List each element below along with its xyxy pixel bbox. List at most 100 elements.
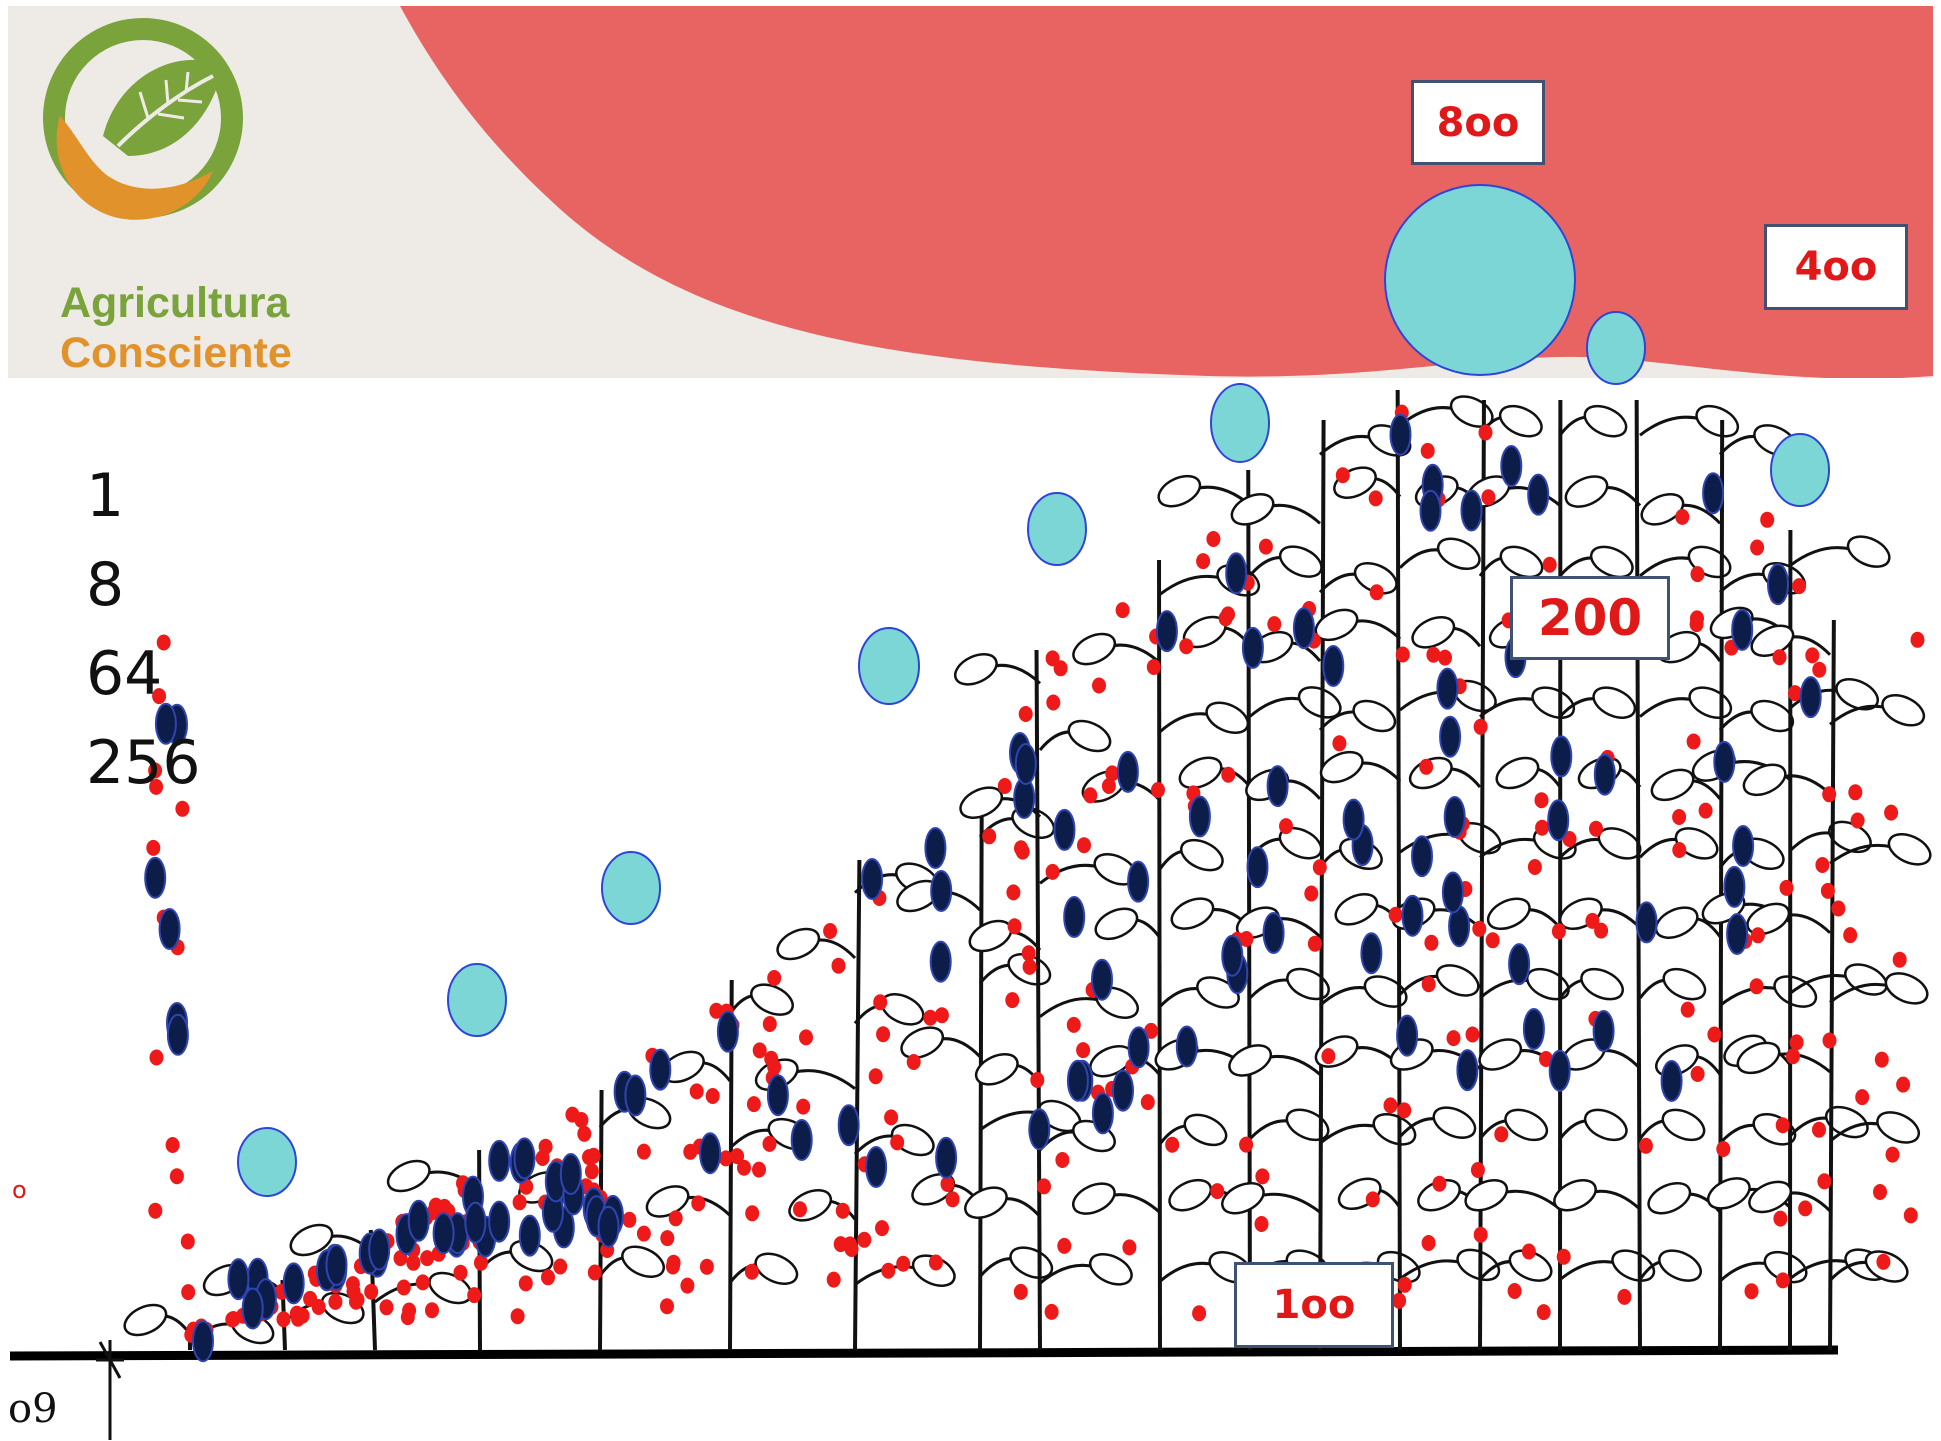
plant-leaf — [621, 1245, 665, 1278]
navy-pod — [144, 856, 167, 899]
navy-pod — [865, 1146, 888, 1188]
value-box-400: 4oo — [1764, 224, 1908, 310]
red-dot — [1485, 932, 1500, 949]
red-dot — [1307, 935, 1322, 952]
red-dot — [535, 1150, 550, 1166]
plant-leaf — [1531, 686, 1576, 719]
plant-leaf — [1464, 1179, 1509, 1212]
red-dot — [1672, 809, 1687, 825]
red-dot — [1055, 1152, 1070, 1168]
plant-leaf — [289, 1223, 334, 1257]
red-dot — [396, 1279, 411, 1296]
red-dot — [1689, 616, 1704, 633]
red-dot — [875, 1220, 889, 1237]
red-dot — [584, 1163, 599, 1180]
navy-pod — [1635, 901, 1658, 944]
red-dot — [1789, 1034, 1804, 1051]
plant-leaf — [123, 1303, 168, 1337]
navy-pod — [1266, 765, 1289, 808]
plant-leaf — [1286, 967, 1330, 1001]
red-dot — [1473, 1226, 1488, 1243]
red-dot — [1115, 602, 1130, 619]
red-dot — [1420, 442, 1435, 459]
navy-pod — [935, 1136, 958, 1179]
red-dot — [1686, 733, 1701, 750]
red-dot — [148, 1202, 163, 1219]
red-dot — [718, 1150, 733, 1167]
plant-leaf — [1695, 404, 1740, 438]
red-dot — [1779, 879, 1794, 896]
navy-pod — [1419, 489, 1442, 532]
red-dot — [1535, 819, 1550, 836]
red-dot — [833, 1236, 848, 1253]
red-dot — [1395, 646, 1410, 663]
plant-leaf — [959, 786, 1004, 819]
plant-leaf — [1647, 1181, 1692, 1215]
red-dot — [660, 1230, 675, 1247]
red-dot — [180, 1233, 195, 1250]
plant-leaf — [1179, 838, 1224, 872]
navy-pod — [1292, 607, 1315, 650]
red-dot — [680, 1277, 695, 1294]
red-dot — [565, 1106, 580, 1123]
navy-pod — [1527, 473, 1550, 516]
red-dot — [1507, 1283, 1522, 1299]
red-dot — [762, 1135, 777, 1152]
red-dot — [884, 1109, 899, 1126]
red-dot — [1258, 538, 1273, 555]
red-dot — [1140, 1094, 1155, 1111]
sequence-item: 1 — [86, 461, 125, 531]
red-dot — [709, 1002, 724, 1019]
red-dot — [1369, 584, 1384, 601]
red-dot — [1076, 1042, 1091, 1059]
red-dot — [1101, 778, 1116, 794]
red-dot — [752, 1161, 766, 1178]
navy-pod — [1767, 563, 1789, 606]
red-dot — [1896, 1076, 1911, 1093]
red-dot — [1772, 649, 1787, 666]
red-dot — [1675, 508, 1690, 525]
red-dot — [1092, 677, 1106, 694]
navy-pod — [1660, 1060, 1683, 1102]
red-dot — [1122, 1239, 1137, 1256]
value-box-200: 200 — [1510, 576, 1670, 660]
red-dot — [510, 1308, 525, 1325]
plant-leaf — [1589, 545, 1634, 579]
navy-pod — [1112, 1069, 1134, 1112]
red-dot — [1876, 1253, 1891, 1270]
red-dot — [636, 1143, 651, 1160]
red-dot — [148, 762, 163, 779]
red-dot — [1494, 1126, 1509, 1143]
red-dot — [1365, 1191, 1380, 1208]
navy-pod — [1188, 795, 1211, 838]
red-dot — [149, 778, 164, 795]
navy-pod — [1396, 1014, 1419, 1057]
red-dot — [1210, 1183, 1225, 1200]
navy-pod — [1116, 750, 1139, 793]
red-dot — [1421, 976, 1436, 993]
plant-leaf — [1486, 897, 1531, 931]
navy-pod — [1547, 799, 1570, 842]
navy-pod — [488, 1139, 511, 1182]
navy-pod — [1500, 445, 1523, 487]
red-dot — [1812, 661, 1827, 678]
red-dot — [689, 1083, 704, 1100]
cyan-circle — [1210, 383, 1270, 463]
red-dot — [420, 1250, 435, 1267]
plant-stem — [1318, 419, 1326, 1351]
navy-pod — [1066, 1059, 1089, 1102]
plant-leaf — [1658, 1249, 1702, 1282]
red-dot — [1638, 1137, 1653, 1154]
red-dot — [691, 1195, 706, 1212]
red-dot — [1196, 553, 1211, 570]
red-dot — [1786, 1048, 1800, 1065]
red-dot — [1773, 1210, 1788, 1227]
red-dot — [400, 1309, 415, 1326]
plant-leaf — [1432, 1106, 1477, 1139]
red-dot — [934, 1007, 949, 1024]
red-dot — [873, 994, 888, 1011]
red-dot — [699, 1258, 714, 1275]
plant-stem — [1157, 559, 1162, 1351]
plant-stem — [1034, 649, 1042, 1351]
red-dot — [1716, 1141, 1731, 1157]
